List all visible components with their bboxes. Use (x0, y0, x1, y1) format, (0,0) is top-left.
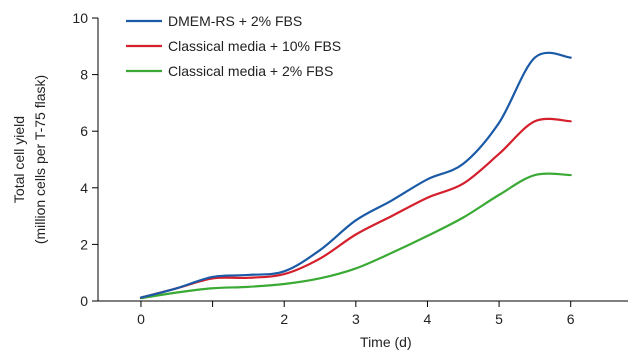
x-axis-title: Time (d) (360, 334, 412, 350)
y-tick-label: 0 (80, 293, 88, 309)
series-line-2 (139, 172, 572, 300)
x-tick-label: 6 (567, 311, 575, 327)
legend-label-1: Classical media + 10% FBS (168, 38, 341, 54)
legend: DMEM-RS + 2% FBS Classical media + 10% FB… (126, 13, 341, 79)
y-tick-label: 4 (80, 180, 88, 196)
series-lines (139, 51, 572, 300)
series-line-1 (139, 117, 572, 299)
axes (97, 18, 628, 302)
y-tick-label: 8 (80, 67, 88, 83)
x-tick-label: 2 (280, 311, 288, 327)
y-tick-label: 10 (72, 10, 88, 26)
y-axis-title-line-1: Total cell yield (11, 116, 27, 203)
series-line-0 (139, 51, 572, 299)
x-tick-label: 3 (352, 311, 360, 327)
y-ticks: 0 2 4 6 8 10 (72, 10, 98, 309)
x-tick-label: 4 (424, 311, 432, 327)
x-tick-label: 0 (137, 311, 145, 327)
y-tick-label: 2 (80, 236, 88, 252)
y-tick-label: 6 (80, 123, 88, 139)
legend-label-2: Classical media + 2% FBS (168, 63, 333, 79)
y-axis-title-line-2: (million cells per T-75 flask) (32, 75, 48, 244)
x-tick-label: 5 (495, 311, 503, 327)
x-ticks: 0 2 3 4 5 6 (137, 301, 575, 327)
legend-label-0: DMEM-RS + 2% FBS (168, 13, 302, 29)
